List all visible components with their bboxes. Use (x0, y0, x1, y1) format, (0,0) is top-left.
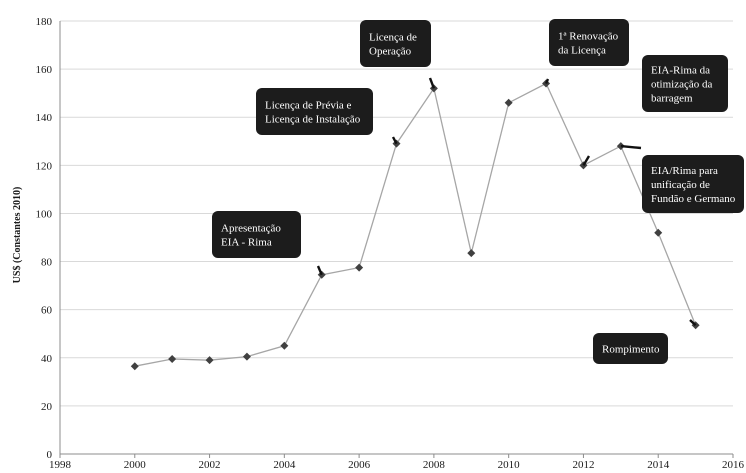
y-tick-label: 80 (41, 257, 53, 269)
x-tick-label: 2000 (124, 459, 147, 471)
annotation-text: EIA-Rima da (651, 65, 710, 77)
y-tick-label: 180 (36, 16, 53, 28)
x-tick-label: 2008 (423, 459, 446, 471)
annotations: Apresentação EIA - Rima Licença de Prévia … (212, 19, 744, 364)
annotation-box (256, 88, 373, 135)
data-point (130, 362, 139, 371)
annotation-text: otimização da (651, 79, 713, 91)
annotation-callout: Licença de Prévia e Licença de Instalação (256, 88, 398, 145)
annotation-box (642, 155, 744, 213)
annotation-leader (316, 265, 323, 276)
x-tick-label: 2004 (273, 459, 296, 471)
annotation-text: Apresentação (221, 223, 281, 235)
y-tick-label: 140 (36, 112, 53, 124)
annotation-callout: EIA-Rima da otimização da barragem (582, 55, 728, 166)
x-tick-label: 2016 (722, 459, 745, 471)
annotation-callout: Licença de Operação (360, 20, 436, 89)
annotation-box (549, 19, 629, 66)
annotation-text: Licença de (369, 32, 417, 44)
data-point (168, 354, 177, 363)
series-line (134, 82, 697, 367)
x-tick-label: 2010 (498, 459, 521, 471)
y-axis-label: US$ (Constantes 2010) (12, 187, 23, 284)
x-tick-label: 2002 (199, 459, 221, 471)
y-tick-label: 120 (36, 160, 53, 172)
annotation-text: Operação (369, 46, 412, 58)
y-tick-label: 60 (41, 305, 53, 317)
data-point (467, 249, 476, 258)
data-point (654, 228, 663, 237)
x-tick-label: 2012 (572, 459, 594, 471)
annotation-text: 1ª Renovação (558, 31, 619, 43)
annotation-leader (391, 136, 398, 145)
annotation-callout: Apresentação EIA - Rima (212, 211, 323, 276)
annotation-box (593, 333, 668, 364)
annotation-text: EIA/Rima para (651, 165, 718, 177)
data-point (205, 356, 214, 365)
x-tick-label: 2014 (647, 459, 670, 471)
axes: 0 20 40 60 80 100 120 140 160 180 1998 2000 2002 2004… (36, 16, 745, 471)
y-tick-label: 100 (36, 208, 53, 220)
annotation-leader (620, 144, 642, 150)
y-tick-label: 0 (47, 449, 53, 461)
annotation-text: Licença de Instalação (265, 114, 361, 126)
x-tick-label: 1998 (49, 459, 72, 471)
annotation-leader (428, 77, 436, 89)
annotation-text: Rompimento (602, 344, 660, 356)
x-tick-label: 2006 (348, 459, 371, 471)
y-tick-label: 20 (41, 401, 53, 413)
annotation-callout: EIA/Rima para unificação de Fundão e Germa… (620, 144, 744, 213)
data-point (242, 352, 251, 361)
annotation-text: unificação de (651, 179, 710, 191)
annotation-text: Fundão e Germano (651, 193, 736, 205)
annotation-leader (582, 155, 591, 166)
annotation-box (212, 211, 301, 258)
annotation-box (642, 55, 728, 112)
annotation-text: da Licença (558, 45, 606, 57)
data-point (355, 263, 364, 272)
data-point (280, 341, 289, 350)
y-tick-label: 40 (41, 353, 53, 365)
annotation-text: Licença de Prévia e (265, 100, 352, 112)
annotation-text: barragem (651, 93, 693, 105)
data-point (504, 98, 513, 107)
y-tick-label: 160 (36, 64, 53, 76)
annotation-text: EIA - Rima (221, 237, 272, 249)
annotation-box (360, 20, 431, 67)
annotation-callout: 1ª Renovação da Licença (544, 19, 629, 85)
annotation-leader (544, 78, 550, 85)
annotation-leader (689, 319, 697, 327)
annotation-callout: Rompimento (593, 319, 697, 364)
